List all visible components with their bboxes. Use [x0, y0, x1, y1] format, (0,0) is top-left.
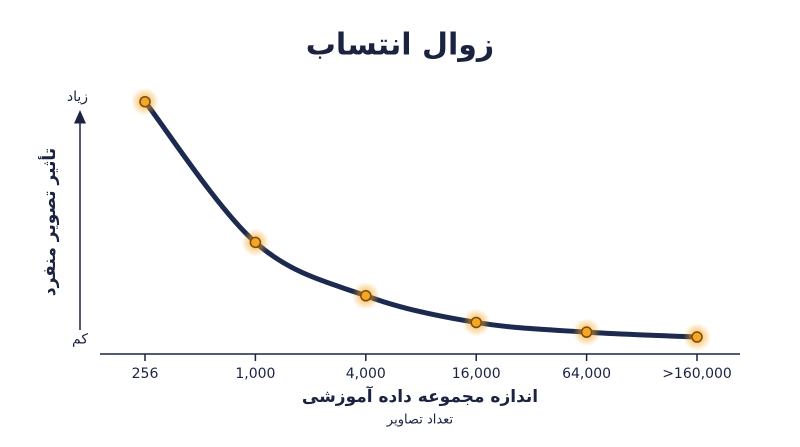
marker — [139, 95, 151, 108]
marker — [470, 316, 482, 329]
y-axis-label: تأثیر تصویر منفرد — [38, 148, 60, 296]
marker — [691, 331, 703, 343]
x-axis-label: اندازه مجموعه داده آموزشی — [302, 385, 538, 407]
marker — [360, 290, 372, 302]
marker — [580, 326, 593, 338]
chart-title: زوال انتساب — [306, 28, 494, 63]
x-tick-label: 16,000 — [452, 366, 501, 382]
x-tick-label: 64,000 — [562, 366, 611, 382]
x-axis-sublabel: تعداد تصاویر — [386, 413, 454, 428]
x-tick-label: 4,000 — [346, 366, 386, 382]
x-tick-label: >160,000 — [662, 366, 732, 382]
y-tick-label: زیاد — [67, 89, 88, 105]
x-tick-label: 256 — [132, 366, 159, 382]
x-tick-label: 1,000 — [235, 366, 275, 382]
marker — [249, 236, 262, 249]
line — [142, 99, 700, 340]
y-tick-label: کم — [72, 331, 88, 347]
